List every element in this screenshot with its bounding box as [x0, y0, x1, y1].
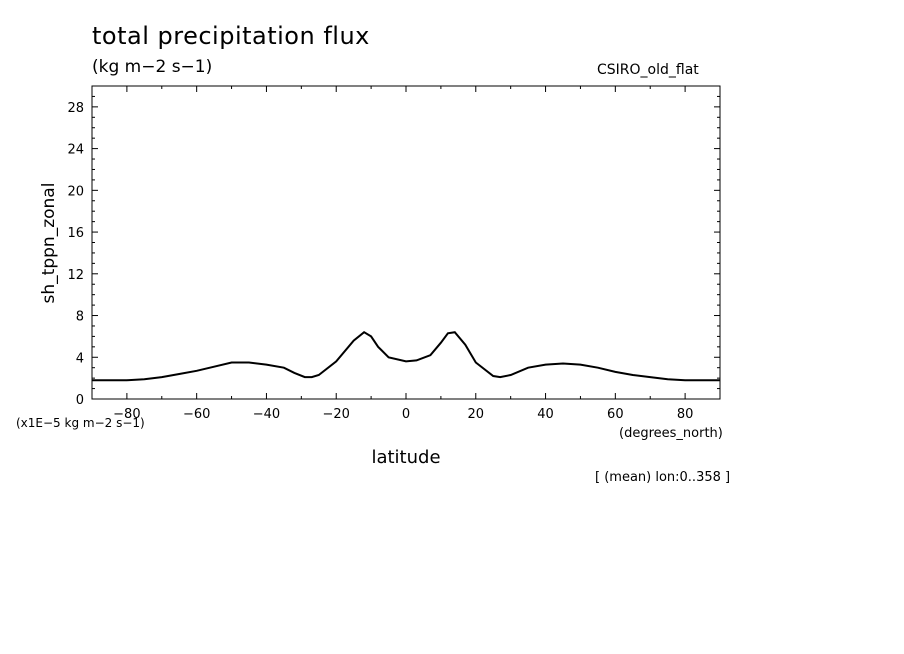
axis-ticks — [91, 85, 721, 400]
y-tick-label: 8 — [76, 310, 84, 325]
averaging-note: [ (mean) lon:0..358 ] — [595, 470, 731, 485]
y-tick-label: 0 — [76, 393, 84, 408]
x-tick-label: 80 — [677, 407, 694, 422]
y-tick-label: 24 — [67, 143, 84, 158]
plot-frame — [91, 85, 721, 400]
y-scale-note: (x1E−5 kg m−2 s−1) — [16, 416, 145, 430]
y-tick-label: 16 — [67, 226, 84, 241]
x-tick-label: 20 — [468, 407, 485, 422]
y-tick-label: 20 — [67, 184, 84, 199]
y-tick-label: 28 — [67, 101, 84, 116]
x-tick-label: 0 — [402, 407, 410, 422]
x-axis-label: latitude — [371, 447, 441, 468]
x-tick-label: 60 — [607, 407, 624, 422]
x-tick-label: −20 — [323, 407, 350, 422]
series-line — [92, 330, 720, 382]
y-tick-label: 12 — [67, 268, 84, 283]
tick-labels: 0 4 8 12 16 20 24 28 −80 −60 −40 −20 0 20 40 60 80 — [67, 101, 693, 422]
chart-units: (kg m−2 s−1) — [92, 57, 213, 77]
x-tick-label: −60 — [183, 407, 210, 422]
chart-title: total precipitation flux — [92, 22, 370, 50]
x-tick-label: −80 — [113, 407, 140, 422]
x-tick-label: −40 — [253, 407, 280, 422]
y-tick-label: 4 — [76, 351, 84, 366]
model-label: CSIRO_old_flat — [597, 62, 699, 78]
x-axis-units: (degrees_north) — [619, 426, 723, 441]
x-tick-label: 40 — [537, 407, 554, 422]
